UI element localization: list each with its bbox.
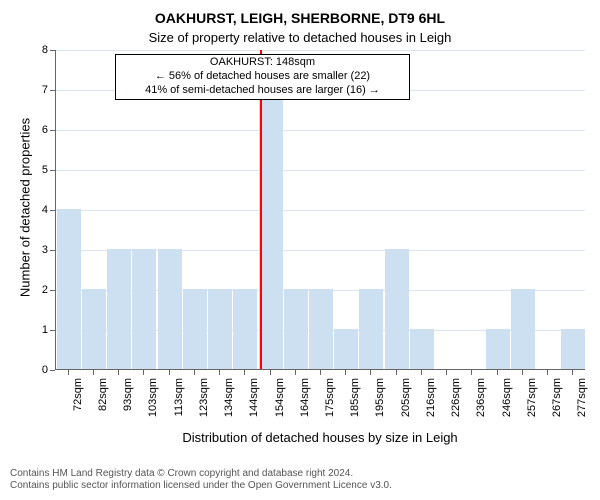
x-tick [118,370,119,375]
gridline [56,50,585,51]
x-tick-label: 267sqm [551,378,563,428]
x-tick-label: 144sqm [248,378,260,428]
bar [486,329,510,369]
bar [158,249,182,369]
y-tick-label: 8 [28,44,48,56]
x-tick-label: 93sqm [122,378,134,428]
x-tick-label: 154sqm [274,378,286,428]
footer-line: Contains public sector information licen… [10,480,392,492]
x-tick-label: 134sqm [223,378,235,428]
x-tick [320,370,321,375]
y-tick [50,370,55,371]
x-tick [370,370,371,375]
y-tick [50,130,55,131]
y-tick [50,210,55,211]
bar [57,209,81,369]
y-tick-label: 3 [28,244,48,256]
x-tick-label: 72sqm [72,378,84,428]
x-tick-label: 226sqm [450,378,462,428]
x-tick-label: 195sqm [374,378,386,428]
footer-line: Contains HM Land Registry data © Crown c… [10,468,392,480]
annotation-line: OAKHURST: 148sqm [116,56,409,70]
x-tick-label: 113sqm [173,378,185,428]
bar [284,289,308,369]
x-tick-label: 216sqm [425,378,437,428]
x-tick [396,370,397,375]
y-tick [50,50,55,51]
bar [410,329,434,369]
y-tick-label: 0 [28,364,48,376]
y-tick [50,90,55,91]
x-tick [446,370,447,375]
x-tick [169,370,170,375]
x-tick-label: 246sqm [501,378,513,428]
annotation-line: ← 56% of detached houses are smaller (22… [116,70,409,84]
annotation-box: OAKHURST: 148sqm← 56% of detached houses… [115,54,410,100]
gridline [56,170,585,171]
bar [233,289,257,369]
gridline [56,130,585,131]
x-tick [572,370,573,375]
gridline [56,210,585,211]
y-tick-label: 7 [28,84,48,96]
y-tick-label: 5 [28,164,48,176]
bar [183,289,207,369]
x-tick-label: 185sqm [349,378,361,428]
y-tick-label: 4 [28,204,48,216]
bar [82,289,106,369]
x-tick-label: 103sqm [147,378,159,428]
x-tick [471,370,472,375]
x-tick [270,370,271,375]
bar [385,249,409,369]
bar [511,289,535,369]
x-tick [295,370,296,375]
x-tick-label: 175sqm [324,378,336,428]
bar [359,289,383,369]
x-tick [219,370,220,375]
y-tick-label: 2 [28,284,48,296]
x-tick-label: 257sqm [526,378,538,428]
x-tick-label: 277sqm [576,378,588,428]
property-size-chart: OAKHURST, LEIGH, SHERBORNE, DT9 6HL Size… [0,0,600,500]
y-tick [50,290,55,291]
chart-subtitle: Size of property relative to detached ho… [0,30,600,45]
annotation-line: 41% of semi-detached houses are larger (… [116,84,409,98]
x-tick [345,370,346,375]
bar [309,289,333,369]
x-tick [93,370,94,375]
x-tick-label: 205sqm [400,378,412,428]
x-tick-label: 82sqm [97,378,109,428]
chart-title: OAKHURST, LEIGH, SHERBORNE, DT9 6HL [0,10,600,26]
x-tick [421,370,422,375]
y-tick [50,330,55,331]
x-tick [522,370,523,375]
x-axis-label: Distribution of detached houses by size … [55,430,585,445]
x-tick [244,370,245,375]
y-tick [50,170,55,171]
x-tick-label: 123sqm [198,378,210,428]
attribution-footer: Contains HM Land Registry data © Crown c… [10,468,392,492]
y-tick-label: 1 [28,324,48,336]
bar [107,249,131,369]
x-tick [194,370,195,375]
x-tick [143,370,144,375]
y-tick-label: 6 [28,124,48,136]
bar [132,249,156,369]
bar [561,329,585,369]
x-tick [68,370,69,375]
bar [208,289,232,369]
y-tick [50,250,55,251]
x-tick-label: 236sqm [475,378,487,428]
x-tick [497,370,498,375]
bar [334,329,358,369]
x-tick [547,370,548,375]
x-tick-label: 164sqm [299,378,311,428]
